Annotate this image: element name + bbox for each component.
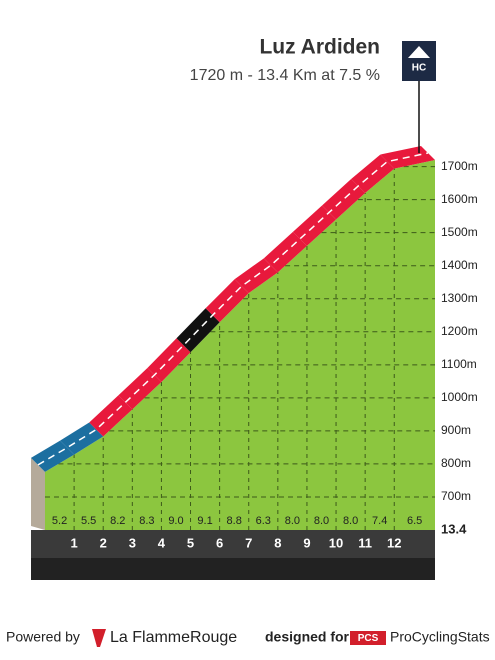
gradient-label: 6.5 bbox=[407, 515, 422, 527]
base-strip bbox=[31, 530, 435, 558]
km-label: 2 bbox=[100, 535, 107, 550]
pcs-label: PCS bbox=[358, 633, 379, 644]
y-tick-label: 1100m bbox=[441, 357, 477, 371]
ribbon-centerline bbox=[37, 152, 429, 466]
km-label: 5 bbox=[187, 535, 194, 550]
gradient-label: 9.0 bbox=[168, 515, 183, 527]
gradient-label: 5.5 bbox=[81, 515, 96, 527]
km-label: 8 bbox=[274, 535, 281, 550]
profile-area bbox=[45, 160, 435, 530]
y-tick-label: 700m bbox=[441, 489, 471, 503]
gradient-label: 8.2 bbox=[110, 515, 125, 527]
y-tick-label: 900m bbox=[441, 423, 471, 437]
base-strip-lower bbox=[31, 558, 435, 580]
km-label: 1 bbox=[70, 535, 77, 550]
chart-title: Luz Ardiden bbox=[259, 36, 380, 59]
gradient-label: 5.2 bbox=[52, 515, 67, 527]
y-tick-label: 1300m bbox=[441, 291, 478, 305]
distance-label: 13.4 bbox=[441, 521, 467, 536]
brand: La FlammeRouge bbox=[110, 629, 237, 646]
y-tick-label: 1400m bbox=[441, 258, 478, 272]
gradient-label: 8.3 bbox=[139, 515, 154, 527]
footer: Powered by La FlammeRouge designed for P… bbox=[6, 629, 490, 647]
y-tick-label: 1700m bbox=[441, 159, 478, 173]
gradient-label: 6.3 bbox=[256, 515, 271, 527]
brand-icon bbox=[92, 629, 106, 647]
km-label: 7 bbox=[245, 535, 252, 550]
km-label: 10 bbox=[329, 535, 343, 550]
gradient-label: 8.0 bbox=[285, 515, 300, 527]
category-label: HC bbox=[412, 63, 426, 74]
y-tick-label: 1500m bbox=[441, 225, 478, 239]
designed-for: designed for bbox=[265, 629, 350, 645]
y-tick-label: 1600m bbox=[441, 192, 478, 206]
gradient-label: 7.4 bbox=[372, 515, 387, 527]
km-label: 12 bbox=[387, 535, 401, 550]
y-tick-label: 1200m bbox=[441, 324, 478, 338]
badge-icon bbox=[408, 46, 430, 58]
km-label: 4 bbox=[158, 535, 166, 550]
plot: 700m 800m 900m 1000m 1100m 1200m 1300m 1400m 150… bbox=[31, 81, 478, 580]
km-label: 3 bbox=[129, 535, 136, 550]
powered-by: Powered by bbox=[6, 629, 80, 645]
pcs-logo bbox=[350, 631, 386, 645]
y-tick-label: 1000m bbox=[441, 390, 478, 404]
km-label: 11 bbox=[358, 535, 372, 550]
gradient-label: 9.1 bbox=[197, 515, 212, 527]
chart-subtitle: 1720 m - 13.4 Km at 7.5 % bbox=[190, 67, 380, 84]
gradient-label: 8.8 bbox=[227, 515, 242, 527]
y-tick-label: 800m bbox=[441, 456, 471, 470]
km-label: 9 bbox=[303, 535, 310, 550]
side-wall bbox=[31, 457, 45, 530]
gradient-label: 8.0 bbox=[314, 515, 329, 527]
site-name: ProCyclingStats bbox=[390, 629, 490, 645]
km-label: 6 bbox=[216, 535, 223, 550]
gradient-label: 8.0 bbox=[343, 515, 358, 527]
